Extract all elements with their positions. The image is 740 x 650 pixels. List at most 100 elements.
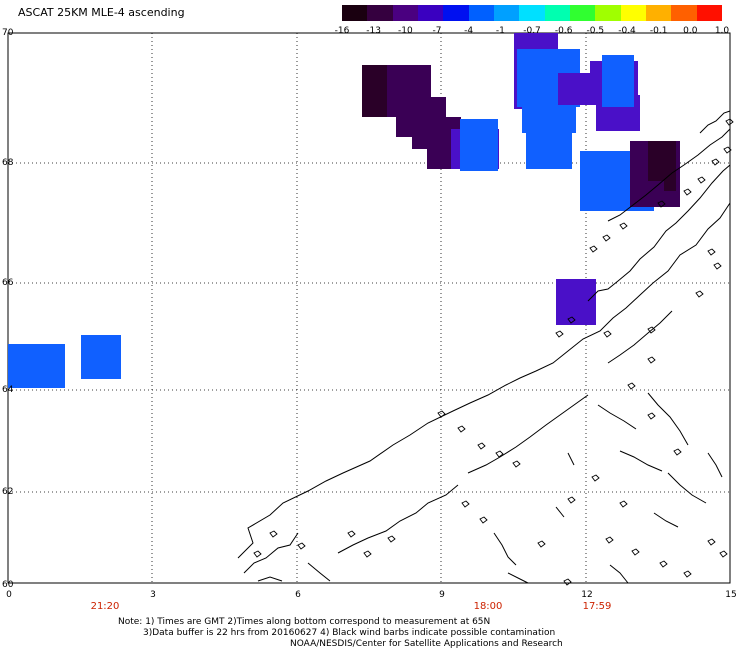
island-outline [347, 530, 356, 538]
coastline [619, 450, 663, 472]
coastline [307, 562, 331, 582]
island-outline [589, 245, 598, 253]
y-label-62: 62 [2, 487, 14, 497]
island-outline [673, 448, 682, 456]
x-label-15: 15 [725, 590, 737, 600]
island-outline [363, 550, 372, 558]
x-label-0: 0 [6, 590, 12, 600]
swath-cell [81, 335, 121, 379]
colorbar [342, 5, 722, 21]
coastline [493, 532, 517, 566]
island-outline [659, 560, 668, 568]
coastline [257, 576, 283, 582]
island-outline [647, 356, 656, 364]
colorbar-label: -1 [495, 26, 505, 36]
coastline [597, 404, 637, 430]
y-label-64: 64 [2, 385, 14, 395]
map-plot [7, 32, 734, 586]
island-outline [707, 538, 716, 546]
x-label-9: 9 [439, 590, 445, 600]
island-outline [619, 222, 628, 230]
y-label-60: 60 [2, 580, 14, 590]
island-outline [603, 330, 612, 338]
time-label-2120: 21:20 [90, 601, 120, 612]
colorbar-swatch [519, 5, 545, 21]
island-outline [457, 425, 466, 433]
note-line-2: 3)Data buffer is 22 hrs from 20160627 4)… [143, 628, 556, 638]
island-outline [631, 548, 640, 556]
colorbar-swatch [671, 5, 697, 21]
colorbar-swatch [468, 5, 494, 21]
island-outline [657, 200, 666, 208]
island-outline [387, 535, 396, 543]
island-outline [683, 188, 692, 196]
colorbar-swatch [544, 5, 570, 21]
island-outline [297, 542, 306, 550]
island-outline [627, 382, 636, 390]
island-outline [269, 530, 278, 538]
colorbar-label: -0.7 [523, 26, 541, 36]
coastline [237, 202, 731, 559]
note-line-3: NOAA/NESDIS/Center for Satellite Applica… [290, 639, 563, 649]
colorbar-label: -7 [432, 26, 442, 36]
colorbar-label: -10 [397, 26, 413, 36]
swath-cell [478, 119, 498, 171]
colorbar-label: -4 [464, 26, 474, 36]
coastline [707, 452, 723, 478]
island-outline [711, 158, 720, 166]
colorbar-swatch [696, 5, 722, 21]
colorbar-swatch [620, 5, 646, 21]
coastline [555, 506, 565, 518]
island-outline [697, 176, 706, 184]
coastline [699, 110, 731, 134]
colorbar-label: -0.4 [618, 26, 636, 36]
island-outline [479, 516, 488, 524]
coastline [587, 164, 731, 302]
coastline [607, 310, 673, 364]
coastline [567, 452, 575, 466]
y-label-66: 66 [2, 278, 14, 288]
colorbar-label: 0.0 [683, 26, 698, 36]
island-outline [437, 410, 446, 418]
island-outline [512, 460, 521, 468]
y-label-68: 68 [2, 158, 14, 168]
island-outline [725, 118, 734, 126]
island-outline [647, 326, 656, 334]
island-outline [461, 500, 470, 508]
island-outline [477, 442, 486, 450]
island-outline [707, 248, 716, 256]
swath-cell [8, 344, 65, 388]
island-outline [563, 578, 572, 586]
coastline [507, 572, 529, 584]
island-outline [683, 570, 692, 578]
plot-frame [7, 32, 731, 584]
island-outline [713, 262, 722, 270]
island-outline [253, 550, 262, 558]
map-title: ASCAT 25KM MLE-4 ascending [18, 6, 185, 19]
island-outline [591, 474, 600, 482]
colorbar-swatch [342, 5, 368, 21]
colorbar-label: -0.6 [554, 26, 573, 36]
island-outline [495, 450, 504, 458]
colorbar-label: 1.0 [714, 26, 730, 36]
island-outline [567, 496, 576, 504]
colorbar-label: -0.5 [586, 26, 605, 36]
colorbar-swatch [595, 5, 621, 21]
x-label-3: 3 [150, 590, 156, 600]
island-outline [605, 536, 614, 544]
colorbar-label: -13 [366, 26, 382, 36]
colorbar-swatch [367, 5, 393, 21]
coastline [607, 128, 731, 222]
colorbar-swatch [645, 5, 672, 21]
island-outline [619, 500, 628, 508]
colorbar-swatch [493, 5, 520, 21]
colorbar-label: -0.1 [649, 26, 668, 36]
swath-cell [602, 55, 634, 107]
coastline [467, 394, 589, 474]
colorbar-swatch [569, 5, 596, 21]
island-outline [719, 550, 728, 558]
colorbar-swatch [417, 5, 444, 21]
island-outline [537, 540, 546, 548]
colorbar-label: -16 [334, 26, 350, 36]
time-label-1759: 17:59 [582, 601, 612, 612]
